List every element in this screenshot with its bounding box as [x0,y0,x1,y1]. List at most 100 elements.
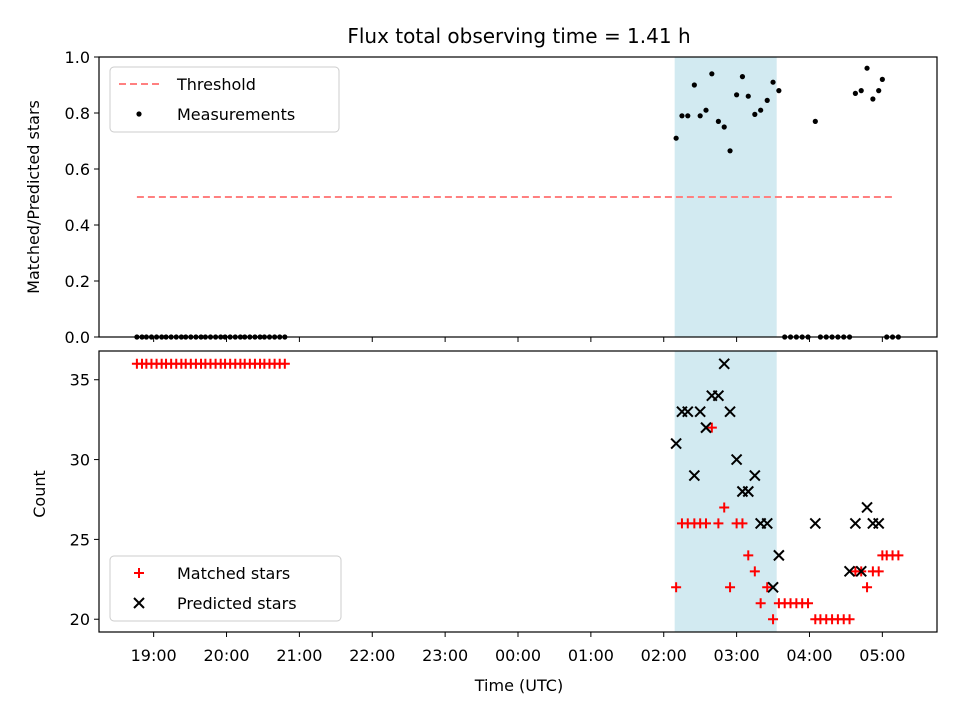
predicted-point [749,469,761,482]
predicted-point [712,389,725,402]
plot-frame [98,350,938,633]
legend-box [109,66,340,133]
matched-point [713,518,724,529]
legend-matched-swatch [134,568,144,578]
measurement-point [870,96,876,102]
matched-point [873,566,884,577]
predicted-point [767,581,779,594]
predicted-point [773,549,785,562]
matched-point [279,358,290,369]
y-tick-label: 0.2 [65,272,90,291]
measurement-point [739,74,746,80]
y-axis-label-count: Count [30,470,49,518]
x-tick-label: 02:00 [641,646,687,665]
predicted-point [809,517,822,530]
predicted-point [694,405,706,418]
measurement-point [858,88,864,94]
matched-point [862,582,873,593]
predicted-point [700,421,712,434]
matched-point [743,550,754,561]
measurement-point [864,65,870,71]
x-tick-label: 04:00 [786,646,832,665]
predicted-point [742,485,754,498]
measurement-point [697,113,703,119]
predicted-point [730,453,743,466]
measurement-point [721,124,727,130]
chart-title: Flux total observing time = 1.41 h [347,24,690,48]
measurement-point [776,88,782,94]
x-tick-label: 03:00 [714,646,760,665]
measurement-point [691,82,697,88]
y-tick-label: 1.0 [65,48,90,67]
x-tick-label: 23:00 [422,646,468,665]
x-tick-label: 05:00 [859,646,905,665]
predicted-point [682,405,694,418]
measurement-point [703,107,709,113]
y-tick-label: 35 [70,371,90,390]
x-tick-label: 20:00 [203,646,249,665]
predicted-point [855,565,867,578]
x-tick-label: 21:00 [276,646,322,665]
y-tick-label: 0.8 [65,104,90,123]
predicted-point [688,469,701,482]
matched-point [671,582,682,593]
matched-point [844,614,855,625]
observing-span [674,351,777,632]
legend-label: Measurements [177,105,295,124]
x-tick-label: 01:00 [568,646,614,665]
predicted-point [843,565,856,578]
legend-measurement-swatch [136,111,142,117]
measurement-point [876,88,882,94]
y-tick-label: 20 [70,610,90,629]
measurement-point [745,93,751,99]
measurement-point [727,148,733,154]
measurement-point [812,118,818,124]
predicted-point [761,517,773,530]
y-tick-label: 0.4 [65,216,90,235]
legend-label: Predicted stars [177,594,297,613]
legend-box [109,555,342,622]
measurement-point [764,97,770,103]
measurement-point [879,76,885,82]
legend-label: Matched stars [177,564,290,583]
measurement-point [685,113,691,119]
x-axis-label: Time (UTC) [474,676,563,695]
plot-frame [98,56,938,338]
y-tick-label: 30 [70,451,90,470]
predicted-point [872,517,885,530]
matched-point [725,582,736,593]
measurement-point [852,90,858,96]
matched-point [749,566,760,577]
predicted-point [724,405,736,418]
matched-point [701,518,712,529]
x-tick-label: 19:00 [131,646,177,665]
matched-point [803,598,814,609]
legend: Threshold Measurements [109,66,340,133]
predicted-point [849,517,862,530]
y-tick-label: 0.0 [65,328,90,347]
legend-predicted-swatch [133,597,145,609]
y-axis-label-ratio: Matched/Predicted stars [24,100,43,294]
panel-count: 20 25 30 35 19:00 20:00 21:00 22:00 23:00 00:00 01… [70,350,938,665]
matched-point [755,598,766,609]
x-tick-label: 22:00 [349,646,395,665]
matched-point [768,614,779,625]
measurement-point [673,135,679,141]
x-tick-label: 00:00 [495,646,541,665]
matched-point [893,550,904,561]
legend-label: Threshold [176,75,256,94]
predicted-point [718,358,730,370]
y-tick-label: 0.6 [65,160,90,179]
matched-point [737,518,748,529]
measurement-point [679,113,685,119]
measurement-point [715,118,721,124]
matched-point [719,502,730,513]
measurement-point [752,111,758,117]
predicted-point [861,501,873,514]
matched-point [706,422,717,433]
panel-ratio: 0.0 0.2 0.4 0.6 0.8 1.0 Threshold Measurements [65,48,938,347]
predicted-point [670,437,682,450]
legend: Matched stars Predicted stars [109,555,342,622]
measurement-point [770,79,776,85]
